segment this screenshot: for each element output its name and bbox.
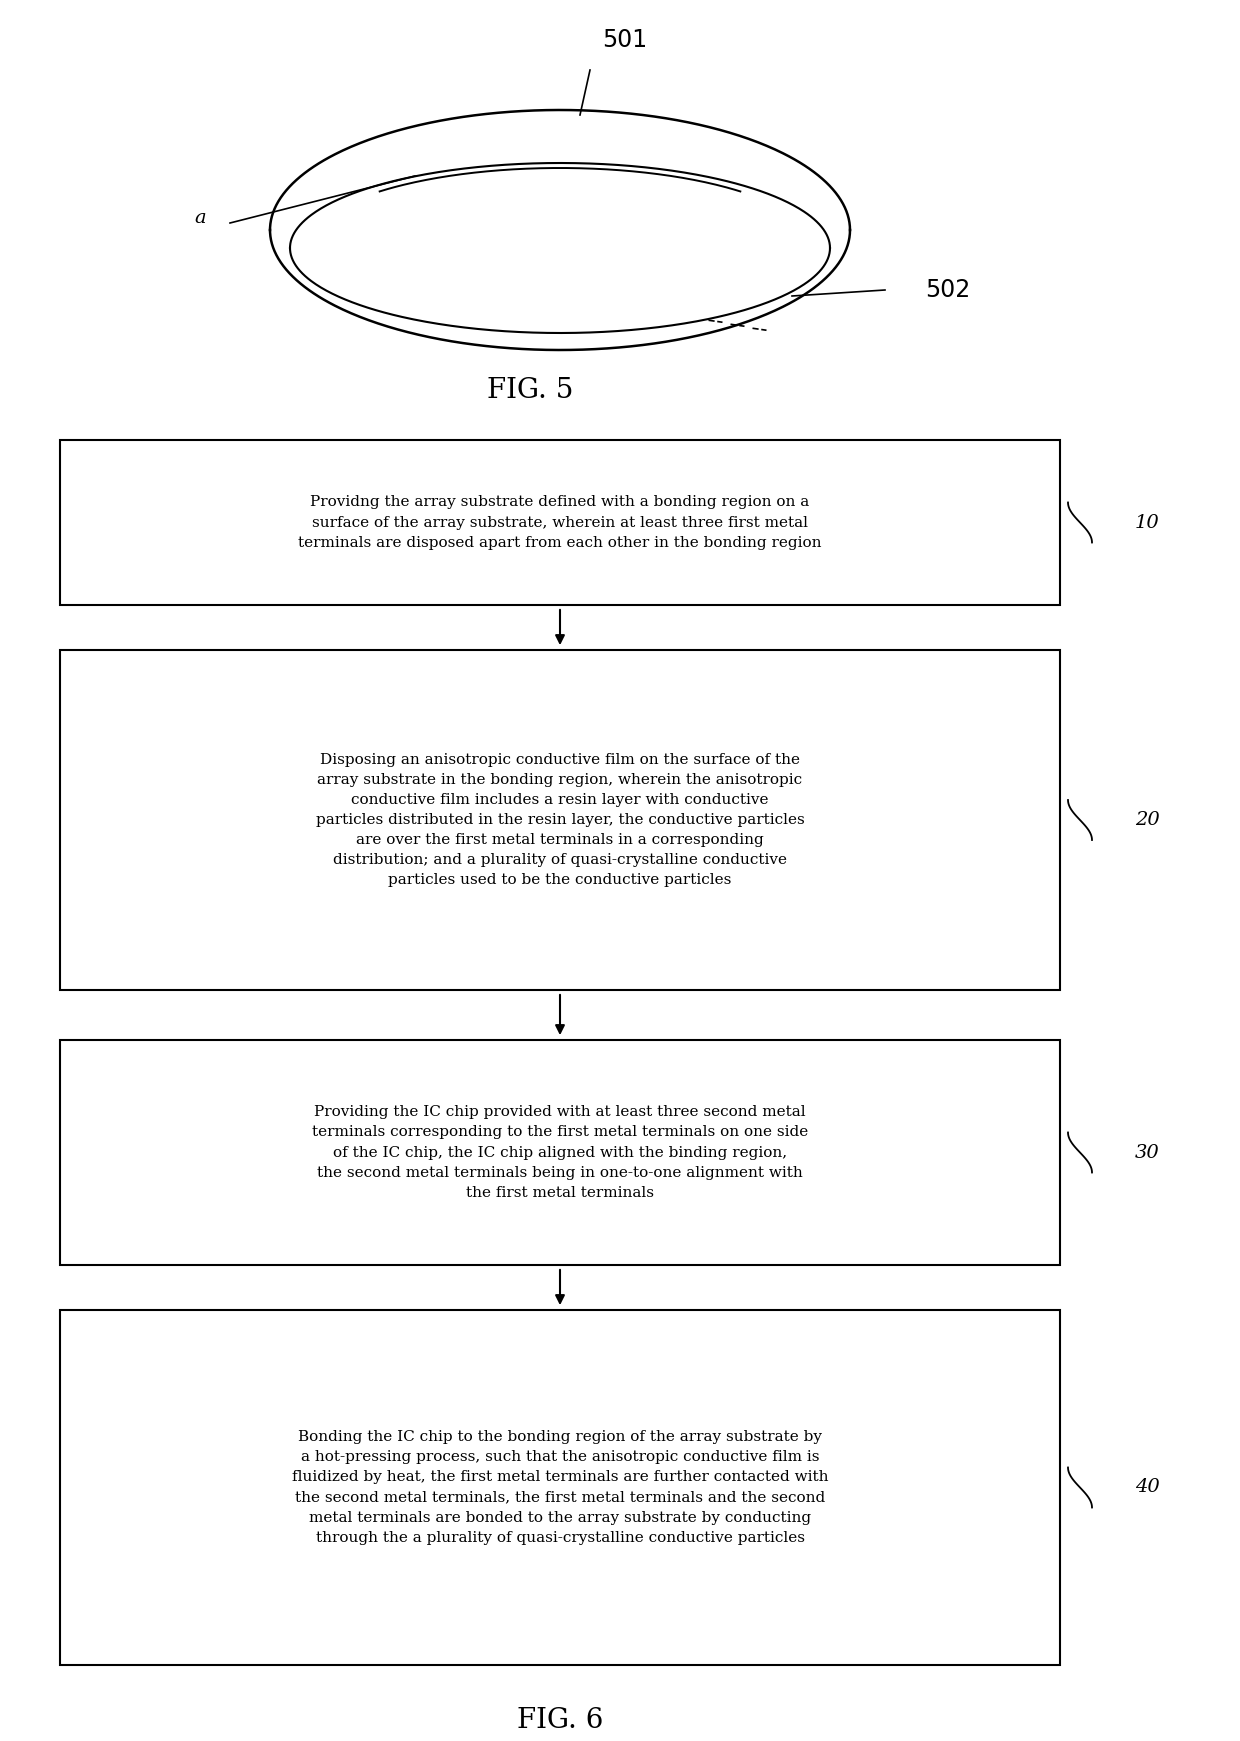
Text: 40: 40 bbox=[1135, 1478, 1159, 1497]
Text: 20: 20 bbox=[1135, 811, 1159, 829]
Bar bbox=[60, 440, 1060, 606]
Text: Bonding the IC chip to the bonding region of the array substrate by
a hot-pressi: Bonding the IC chip to the bonding regio… bbox=[291, 1431, 828, 1544]
Bar bbox=[60, 649, 1060, 991]
Text: FIG. 5: FIG. 5 bbox=[487, 376, 573, 404]
Text: 501: 501 bbox=[603, 28, 647, 52]
Text: 502: 502 bbox=[925, 279, 970, 301]
Bar bbox=[60, 1309, 1060, 1664]
Text: 10: 10 bbox=[1135, 514, 1159, 531]
Text: 30: 30 bbox=[1135, 1144, 1159, 1161]
Bar bbox=[60, 1039, 1060, 1266]
Text: Providng the array substrate defined with a bonding region on a
surface of the a: Providng the array substrate defined wit… bbox=[299, 496, 822, 550]
Text: Disposing an anisotropic conductive film on the surface of the
array substrate i: Disposing an anisotropic conductive film… bbox=[316, 752, 805, 888]
Text: Providing the IC chip provided with at least three second metal
terminals corres: Providing the IC chip provided with at l… bbox=[312, 1106, 808, 1200]
Text: a: a bbox=[195, 209, 206, 226]
Text: FIG. 6: FIG. 6 bbox=[517, 1706, 603, 1734]
